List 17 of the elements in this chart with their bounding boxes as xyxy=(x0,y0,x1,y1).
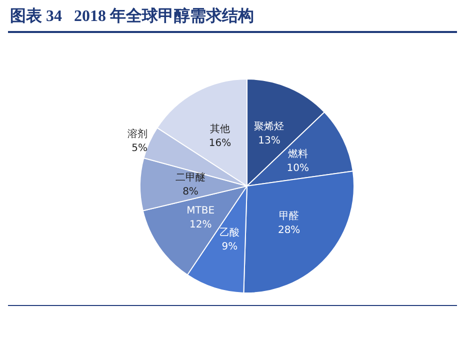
data-label: 12% xyxy=(189,220,212,231)
data-label: 16% xyxy=(208,138,232,149)
data-label: 8% xyxy=(182,186,198,198)
data-label: 9% xyxy=(222,241,238,252)
slice-label: 溶剂 xyxy=(127,128,148,140)
slice-label: 二甲醚 xyxy=(176,172,206,184)
data-label: 5% xyxy=(132,143,148,154)
slice-label: MTBE xyxy=(186,206,215,217)
data-label: 13% xyxy=(258,136,280,147)
slice-label: 其他 xyxy=(210,122,230,135)
slice-label: 甲醛 xyxy=(279,210,300,222)
chart-title: 图表 34 2018 年全球甲醇需求结构 xyxy=(10,6,254,27)
slice-label: 聚烯烃 xyxy=(254,120,284,133)
data-label: 10% xyxy=(286,162,309,174)
slice-label: 乙酸 xyxy=(220,226,240,238)
slice-label: 燃料 xyxy=(288,148,308,160)
data-label: 28% xyxy=(278,225,300,236)
